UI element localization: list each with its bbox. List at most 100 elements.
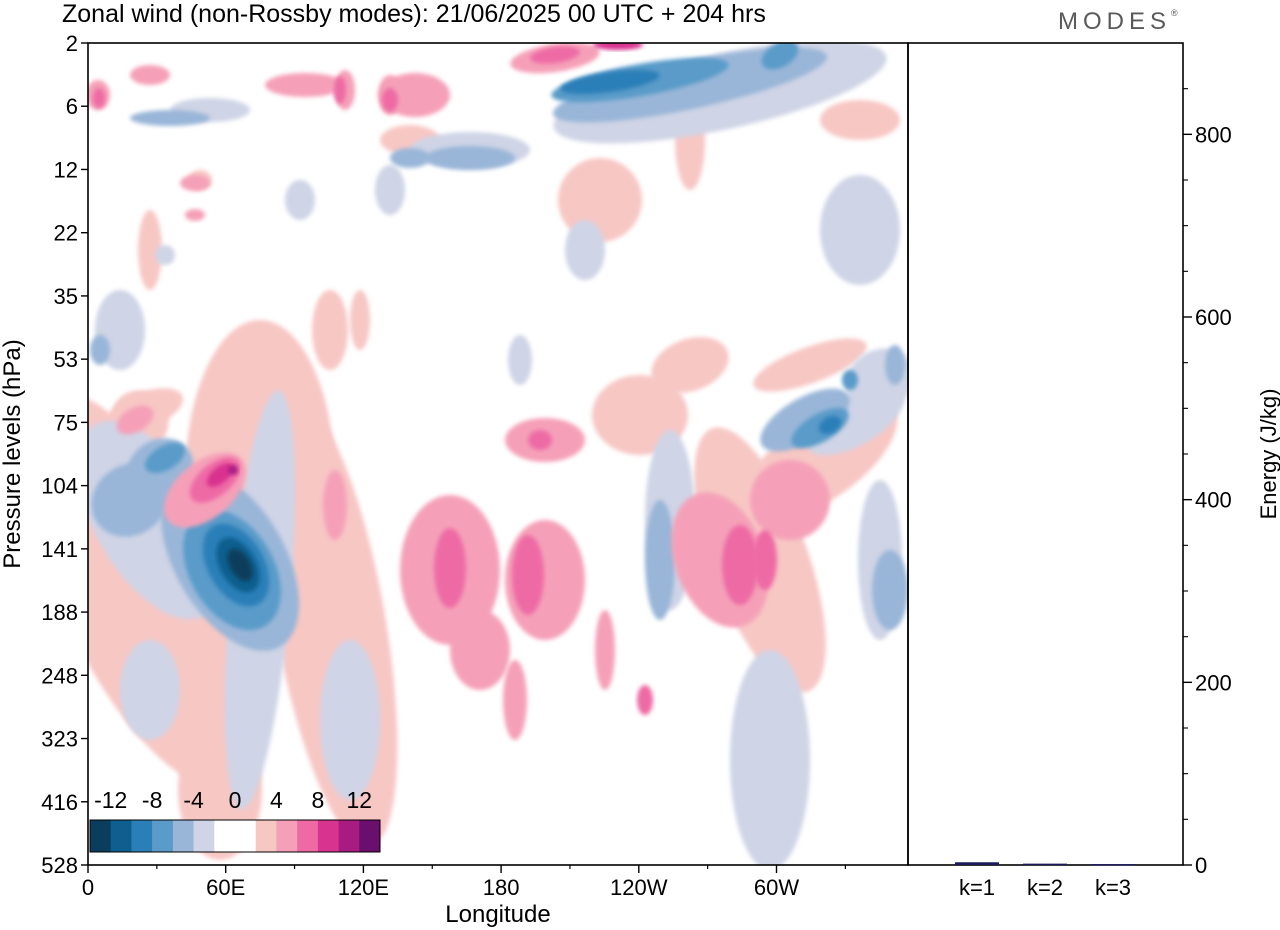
field-patch [130, 110, 210, 126]
field-patch [120, 640, 180, 740]
field-patch [390, 148, 430, 168]
field-patch [334, 76, 346, 104]
y-axis-label: Pressure levels (hPa) [0, 339, 26, 568]
pressure-tick-label: 2 [66, 31, 78, 56]
field-patch [885, 345, 905, 385]
logo-text: MODES [1058, 8, 1172, 35]
field-patch [753, 530, 777, 590]
field-patch [750, 460, 830, 540]
longitude-tick-label: 60E [206, 875, 245, 900]
field-patch [90, 335, 110, 365]
energy-tick-label: 0 [1195, 853, 1207, 878]
energy-tick-label: 800 [1195, 122, 1232, 147]
pressure-tick-label: 53 [54, 347, 78, 372]
field-patch [145, 442, 185, 474]
field-patch [503, 660, 527, 740]
field-patch [312, 290, 348, 370]
logo-mark: ® [1171, 8, 1178, 18]
energy-bar [955, 862, 999, 865]
colorbar-swatch [193, 820, 215, 852]
pressure-tick-label: 6 [66, 94, 78, 119]
field-patch [116, 405, 154, 435]
longitude-tick-label: 60W [754, 875, 799, 900]
energy-bars: k=1 k=2 k=3 [955, 862, 1135, 900]
field-patch [760, 388, 850, 452]
pressure-tick-label: 35 [54, 284, 78, 309]
field-patch [185, 209, 205, 221]
pressure-tick-label: 104 [41, 474, 78, 499]
pressure-tick-label: 248 [41, 663, 78, 688]
colorbar-tick-label: 8 [311, 787, 324, 813]
chart-title: Zonal wind (non-Rossby modes): 21/06/202… [62, 0, 766, 28]
energy-bar [1091, 864, 1135, 866]
colorbar-frame [89, 819, 381, 853]
colorbar-tick-label: 4 [270, 787, 283, 813]
field-patch [528, 430, 552, 450]
field-patch [206, 463, 234, 487]
field-patch [350, 290, 370, 350]
field-patch [320, 640, 380, 800]
field-patch [560, 69, 660, 95]
field-patch [761, 43, 799, 70]
field-patch [722, 525, 758, 605]
field-patch [180, 175, 210, 191]
field-patch [558, 158, 642, 242]
longitude-tick-label: 120W [610, 875, 668, 900]
colorbar-swatch [131, 820, 153, 852]
field-patch [872, 550, 908, 630]
colorbar-swatch [255, 820, 277, 852]
longitude-tick-label: 120E [338, 875, 389, 900]
colorbar-swatch [110, 820, 132, 852]
colorbar-swatch [297, 820, 319, 852]
field-patch [450, 610, 510, 690]
energy-axis: 0 200 400 600 800 [1183, 88, 1232, 878]
field-patch [425, 146, 515, 170]
field-patch [138, 210, 162, 290]
colorbar-tick-label: 0 [229, 787, 242, 813]
pressure-tick-label: 528 [41, 853, 78, 878]
colorbar-swatch [172, 820, 194, 852]
pressure-tick-label: 141 [41, 537, 78, 562]
field-patch [265, 73, 345, 97]
colorbar-swatch [338, 820, 360, 852]
field-patch [595, 610, 615, 690]
colorbar-swatch [317, 820, 339, 852]
colorbar-swatch [214, 820, 236, 852]
field-patch [651, 336, 729, 394]
energy-bar [1023, 863, 1067, 866]
colorbar-tick-label: -8 [142, 787, 162, 813]
pressure-tick-label: 75 [54, 410, 78, 435]
field-patch [512, 535, 544, 615]
energy-tick-label: 400 [1195, 488, 1232, 513]
energy-tick-label: 600 [1195, 305, 1232, 330]
x-axis-label: Longitude [445, 901, 550, 928]
heatmap-field [88, 43, 908, 865]
field-patch [227, 548, 253, 582]
energy-category-label: k=1 [959, 875, 995, 900]
colorbar-tick-label: -4 [183, 787, 204, 813]
pressure-tick-label: 12 [54, 157, 78, 182]
field-patch [530, 46, 580, 64]
field-patch [820, 100, 900, 140]
colorbar-swatch [90, 820, 112, 852]
pressure-tick-label: 22 [54, 221, 78, 246]
field-patch [155, 245, 175, 265]
energy-tick-label: 200 [1195, 670, 1232, 695]
field-patch [323, 470, 347, 540]
energy-axis-label: Energy (J/kg) [1256, 389, 1280, 520]
field-patch [93, 88, 105, 108]
pressure-tick-label: 323 [41, 727, 78, 752]
energy-category-label: k=3 [1095, 875, 1131, 900]
field-patch [593, 43, 643, 50]
field-patch [552, 47, 828, 123]
colorbar-swatch [235, 820, 257, 852]
colorbar-swatch [152, 820, 174, 852]
pressure-tick-label: 188 [41, 600, 78, 625]
pressure-tick-label: 416 [41, 790, 78, 815]
field-patch [508, 335, 532, 385]
field-patch [375, 165, 405, 215]
field-patch [753, 338, 867, 392]
field-patch [820, 175, 900, 285]
energy-frame [907, 42, 1184, 866]
